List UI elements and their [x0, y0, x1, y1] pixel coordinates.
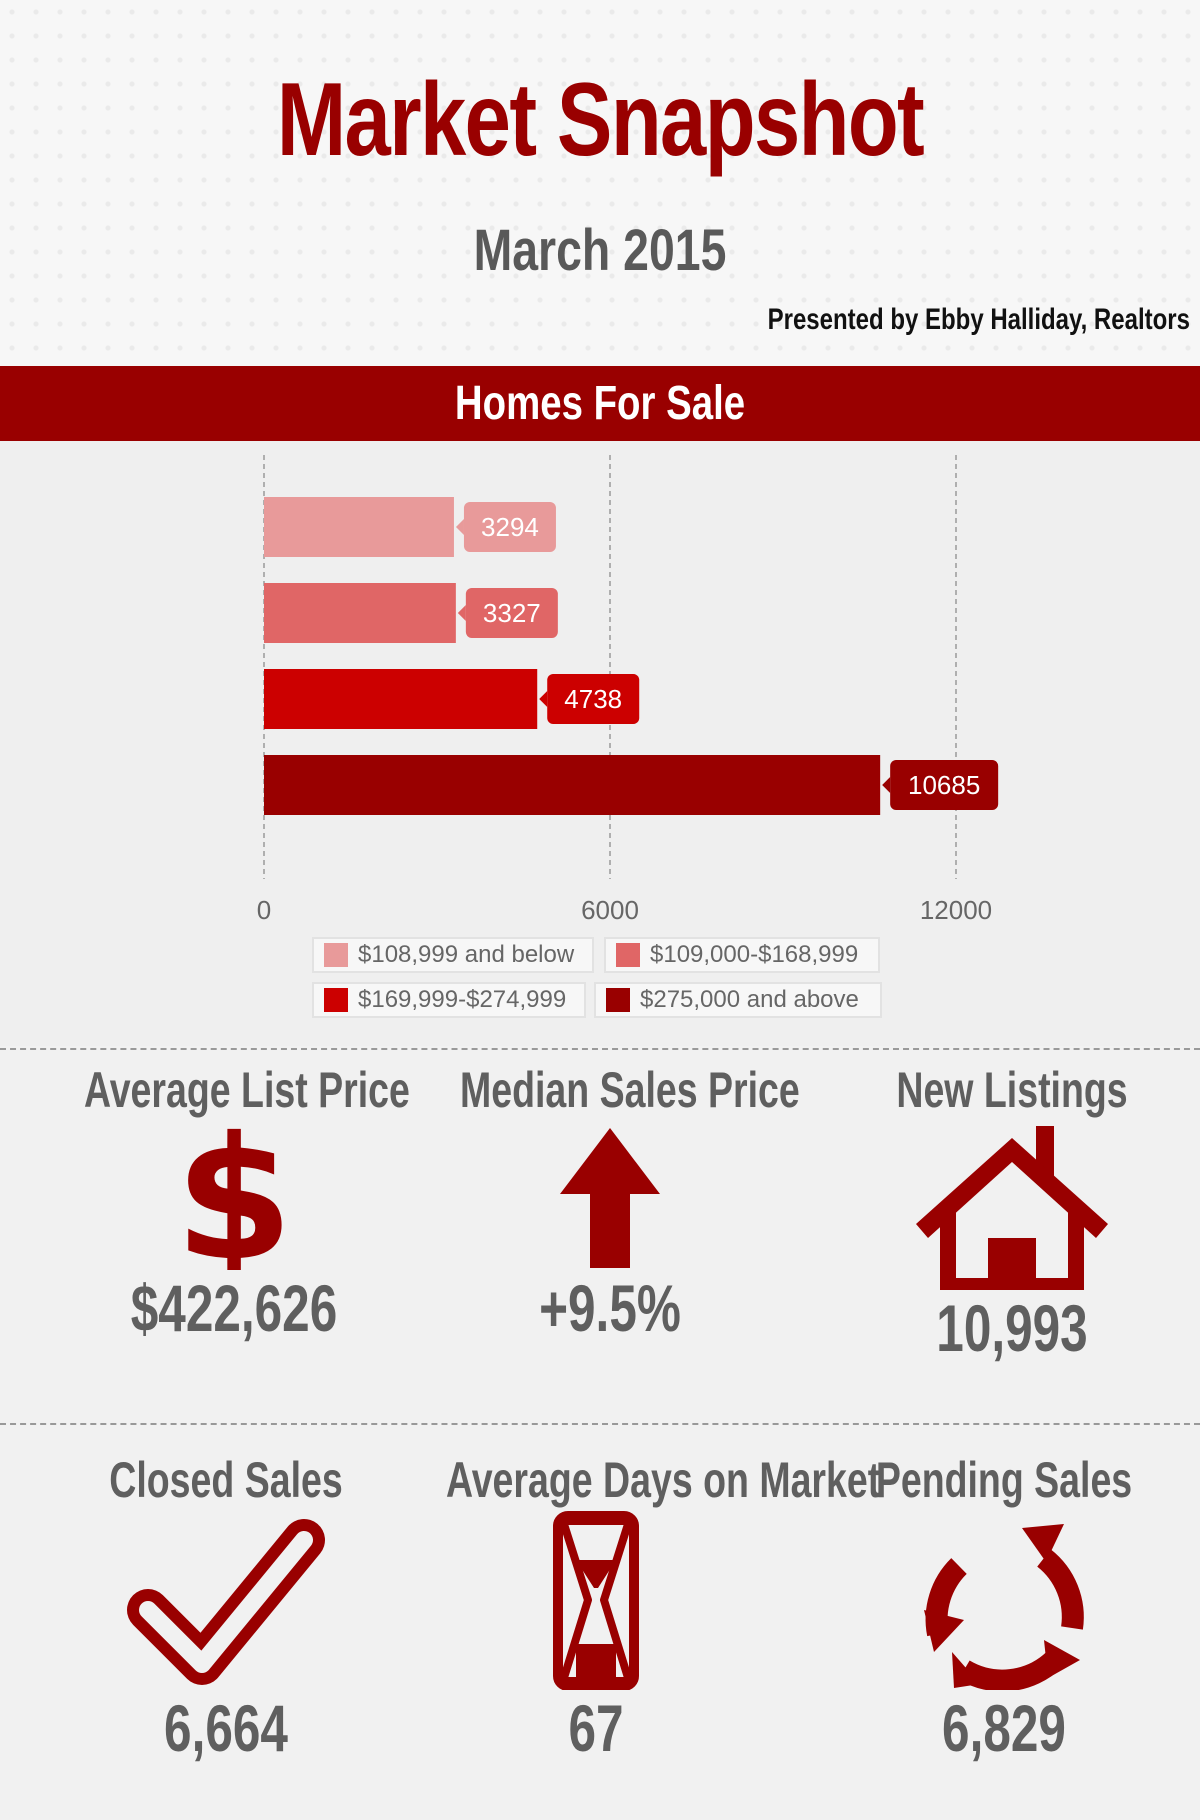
data-label-pointer: [539, 691, 548, 707]
x-tick-label: 0: [257, 895, 271, 925]
stat-value: 10,993: [936, 1291, 1088, 1365]
stat-median-sales-price: Median Sales Price +9.5%: [410, 1060, 810, 1346]
hourglass-icon: [553, 1511, 639, 1690]
homes-for-sale-chart: 3294 3327 4738 10685 0 6000 12000: [257, 455, 999, 925]
stat-label: Average List Price: [84, 1062, 410, 1118]
x-tick-label: 12000: [920, 895, 992, 925]
arrow-up-icon: [560, 1128, 660, 1268]
stat-label: Median Sales Price: [460, 1062, 800, 1118]
legend-item: $108,999 and below: [312, 937, 594, 973]
divider: [0, 1048, 1200, 1050]
checkmark-icon: [127, 1519, 325, 1685]
header: Market Snapshot March 2015 Presented by …: [0, 0, 1200, 366]
stat-label: New Listings: [896, 1062, 1128, 1118]
legend-item: $169,999-$274,999: [312, 982, 586, 1018]
data-label-box: [465, 588, 558, 638]
chart-bar: [264, 583, 456, 643]
stat-average-days-on-market: Average Days on Market 67: [396, 1450, 881, 1766]
data-label: 4738: [564, 684, 622, 714]
data-label: 10685: [908, 770, 980, 800]
stat-closed-sales: Closed Sales 6,664: [26, 1450, 426, 1766]
stat-value: $422,626: [130, 1271, 338, 1345]
legend-item: $275,000 and above: [594, 982, 882, 1018]
legend-swatch: [324, 988, 348, 1012]
section-banner: Homes For Sale: [0, 366, 1200, 441]
svg-text:$: $: [175, 1120, 293, 1270]
presented-by: Presented by Ebby Halliday, Realtors: [767, 303, 1190, 336]
house-icon: [916, 1126, 1108, 1290]
chart-bar: [264, 497, 454, 557]
legend-swatch: [606, 988, 630, 1012]
divider: [0, 1423, 1200, 1425]
stat-pending-sales: Pending Sales 6,829: [804, 1450, 1200, 1766]
data-label-box: [547, 674, 640, 724]
stat-new-listings: New Listings 10,993: [812, 1060, 1200, 1366]
chart-area: 3294 3327 4738 10685 0 6000 12000 $108,999 and…: [0, 441, 1200, 1046]
legend-label: $108,999 and below: [358, 941, 575, 968]
stat-value: 67: [568, 1691, 624, 1765]
stat-average-list-price: Average List Price $ $422,626: [34, 1060, 434, 1346]
data-label-pointer: [882, 777, 891, 793]
legend-label: $169,999-$274,999: [358, 986, 567, 1013]
stat-label: Pending Sales: [875, 1452, 1133, 1508]
stat-value: +9.5%: [539, 1271, 681, 1345]
legend-swatch: [324, 943, 348, 967]
chart-bar: [264, 669, 538, 729]
chart-bar: [264, 755, 881, 815]
page-subtitle: March 2015: [473, 218, 727, 283]
legend-label: $109,000-$168,999: [650, 941, 859, 968]
legend-label: $275,000 and above: [640, 986, 859, 1013]
legend-item: $109,000-$168,999: [604, 937, 880, 973]
data-label: 3294: [481, 512, 539, 542]
data-label: 3327: [483, 598, 541, 628]
cycle-arrows-icon: [924, 1524, 1084, 1690]
data-label-pointer: [455, 519, 464, 535]
stat-value: 6,829: [942, 1691, 1066, 1765]
data-label-box: [463, 502, 556, 552]
legend-swatch: [616, 943, 640, 967]
stat-value: 6,664: [164, 1691, 288, 1765]
data-label-pointer: [457, 605, 466, 621]
page-title: Market Snapshot: [276, 62, 925, 178]
dollar-icon: $: [175, 1120, 293, 1270]
stat-label: Average Days on Market: [446, 1452, 881, 1508]
stat-label: Closed Sales: [109, 1452, 343, 1508]
x-tick-label: 6000: [581, 895, 639, 925]
section-title: Homes For Sale: [454, 377, 746, 430]
data-label-box: [890, 760, 999, 810]
